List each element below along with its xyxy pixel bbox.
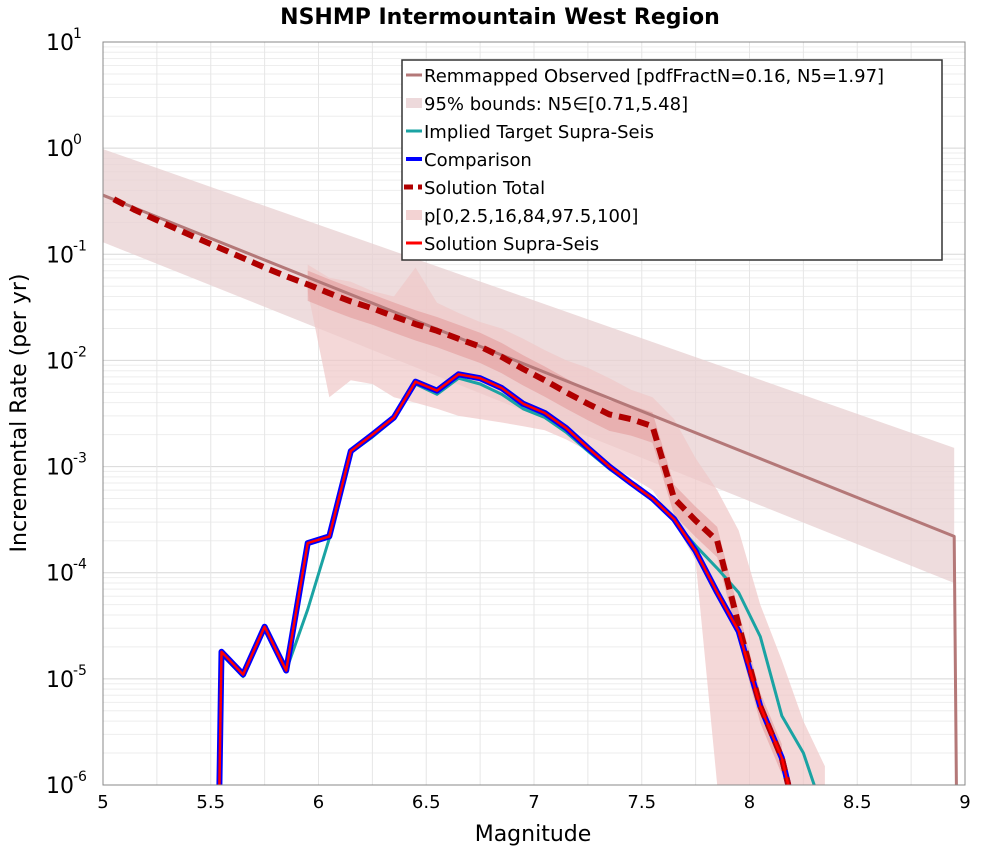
x-tick-label: 7.5 bbox=[627, 792, 656, 813]
legend-label: Solution Supra-Seis bbox=[424, 234, 599, 255]
y-tick-exponent: -4 bbox=[73, 557, 87, 573]
x-tick-label: 5.5 bbox=[196, 792, 225, 813]
remapped-observed-line bbox=[103, 193, 958, 785]
chart-title: NSHMP Intermountain West Region bbox=[280, 5, 720, 30]
plot-area bbox=[103, 149, 958, 785]
legend-label: Implied Target Supra-Seis bbox=[424, 122, 654, 143]
x-tick-label: 7 bbox=[528, 792, 539, 813]
x-tick-label: 6.5 bbox=[412, 792, 441, 813]
x-tick-label: 8 bbox=[744, 792, 755, 813]
y-tick-label: 10 bbox=[46, 243, 74, 268]
y-tick-exponent: -5 bbox=[73, 663, 87, 679]
y-tick-label: 10 bbox=[46, 31, 74, 56]
legend-label: p[0,2.5,16,84,97.5,100] bbox=[424, 206, 638, 227]
legend-box bbox=[401, 59, 943, 261]
y-tick-exponent: -6 bbox=[73, 769, 87, 785]
y-tick-label: 10 bbox=[46, 774, 74, 799]
y-tick-exponent: 0 bbox=[73, 132, 82, 148]
y-tick-label: 10 bbox=[46, 456, 74, 481]
x-tick-label: 5 bbox=[97, 792, 108, 813]
y-tick-label: 10 bbox=[46, 668, 74, 693]
legend-label: Comparison bbox=[424, 150, 532, 171]
x-axis-label: Magnitude bbox=[475, 822, 592, 847]
y-tick-label: 10 bbox=[46, 349, 74, 374]
y-tick-label: 10 bbox=[46, 562, 74, 587]
implied-target-line bbox=[220, 376, 816, 785]
legend-swatch bbox=[406, 98, 422, 108]
x-tick-label: 9 bbox=[959, 792, 970, 813]
legend-label: Remmapped Observed [pdfFractN=0.16, N5=1… bbox=[424, 66, 884, 87]
legend-swatch bbox=[406, 210, 422, 220]
y-tick-exponent: -1 bbox=[73, 238, 87, 254]
x-tick-label: 8.5 bbox=[843, 792, 872, 813]
y-tick-exponent: -2 bbox=[73, 344, 87, 360]
y-tick-exponent: -3 bbox=[73, 451, 87, 467]
solution-supra-line bbox=[218, 373, 790, 785]
y-tick-label: 10 bbox=[46, 137, 74, 162]
series-group bbox=[103, 149, 958, 785]
x-axis-ticks: 5 5.5 6 6.5 7 7.5 8 8.5 9 bbox=[97, 792, 970, 813]
solution-total-line bbox=[112, 196, 792, 785]
plot-frame bbox=[102, 41, 966, 786]
legend-label: Solution Total bbox=[424, 178, 545, 199]
y-axis-label: Incremental Rate (per yr) bbox=[7, 274, 32, 553]
legend-label: 95% bounds: N5∈[0.71,5.48] bbox=[424, 94, 688, 115]
y-tick-exponent: 1 bbox=[73, 26, 82, 42]
legend: Remmapped Observed [pdfFractN=0.16, N5=1… bbox=[401, 59, 943, 261]
x-tick-label: 6 bbox=[313, 792, 324, 813]
